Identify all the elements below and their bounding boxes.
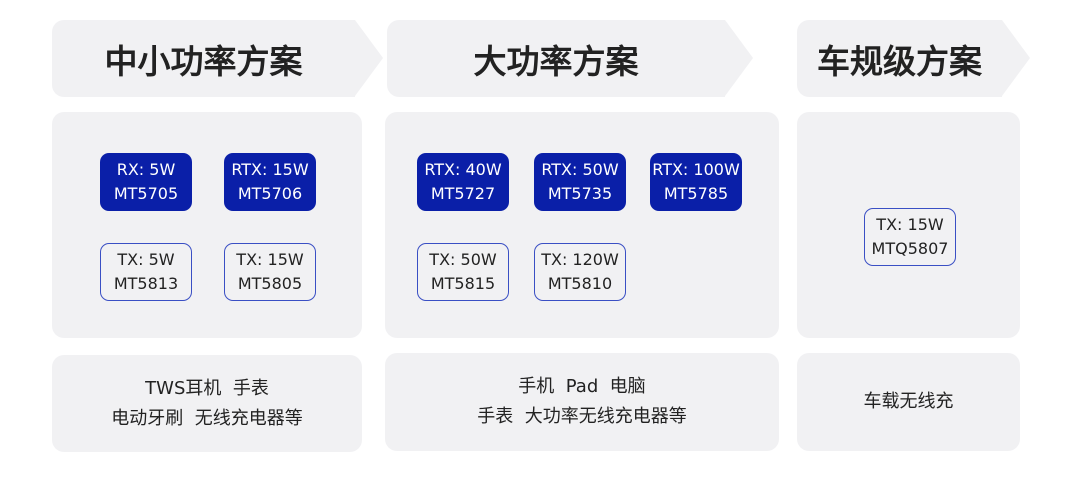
chip-model: MT5813 xyxy=(113,274,179,293)
chip-mt5705: RX: 5W MT5705 xyxy=(100,153,192,211)
chip-power: TX: 50W xyxy=(429,250,497,269)
chip-model: MT5815 xyxy=(430,274,496,293)
header-high-power: 大功率方案 xyxy=(387,20,753,97)
chip-power: RTX: 40W xyxy=(424,160,502,179)
chip-mt5706: RTX: 15W MT5706 xyxy=(224,153,316,211)
chip-mt5815: TX: 50W MT5815 xyxy=(417,243,509,301)
chip-mtq5807: TX: 15W MTQ5807 xyxy=(864,208,956,266)
chip-power: TX: 120W xyxy=(541,250,619,269)
applications-high-power: 手机 Pad 电脑手表 大功率无线充电器等 xyxy=(385,353,779,451)
chip-power: RTX: 15W xyxy=(231,160,309,179)
chip-mt5813: TX: 5W MT5813 xyxy=(100,243,192,301)
chip-model: MT5785 xyxy=(663,184,729,203)
chip-mt5735: RTX: 50W MT5735 xyxy=(534,153,626,211)
application-line: TWS耳机 手表 xyxy=(145,377,269,399)
chip-panel-small-medium xyxy=(52,112,362,338)
applications-small-medium: TWS耳机 手表电动牙刷 无线充电器等 xyxy=(52,355,362,452)
chip-mt5810: TX: 120W MT5810 xyxy=(534,243,626,301)
chip-mt5805: TX: 15W MT5805 xyxy=(224,243,316,301)
chip-panel-high-power xyxy=(385,112,779,338)
chip-power: TX: 15W xyxy=(876,215,944,234)
application-line: 手机 Pad 电脑 xyxy=(518,376,646,397)
chip-mt5785: RTX: 100W MT5785 xyxy=(650,153,742,211)
chip-model: MT5805 xyxy=(237,274,303,293)
chip-power: RX: 5W xyxy=(116,160,176,179)
chip-power: TX: 15W xyxy=(236,250,304,269)
chip-model: MT5735 xyxy=(547,184,613,203)
header-small-medium-power: 中小功率方案 xyxy=(52,20,383,97)
chip-model: MT5727 xyxy=(430,184,496,203)
chip-model: MT5706 xyxy=(237,184,303,203)
header-automotive: 车规级方案 xyxy=(797,20,1030,97)
application-line: 车载无线充 xyxy=(863,391,954,412)
chip-model: MTQ5807 xyxy=(871,239,949,258)
chip-model: MT5705 xyxy=(113,184,179,203)
application-line: 手表 大功率无线充电器等 xyxy=(477,406,687,427)
chip-power: RTX: 100W xyxy=(652,160,740,179)
chip-model: MT5810 xyxy=(547,274,613,293)
applications-automotive: 车载无线充 xyxy=(797,353,1020,451)
chip-power: TX: 5W xyxy=(117,250,175,269)
application-line: 电动牙刷 无线充电器等 xyxy=(111,407,303,429)
chip-mt5727: RTX: 40W MT5727 xyxy=(417,153,509,211)
chip-power: RTX: 50W xyxy=(541,160,619,179)
